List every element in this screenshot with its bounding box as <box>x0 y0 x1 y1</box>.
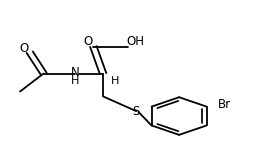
Text: H: H <box>110 76 119 86</box>
Text: O: O <box>84 35 93 48</box>
Text: O: O <box>19 42 28 55</box>
Text: Br: Br <box>218 99 231 112</box>
Text: OH: OH <box>127 35 145 48</box>
Text: N: N <box>71 66 80 79</box>
Text: H: H <box>71 76 80 86</box>
Text: S: S <box>133 105 140 118</box>
